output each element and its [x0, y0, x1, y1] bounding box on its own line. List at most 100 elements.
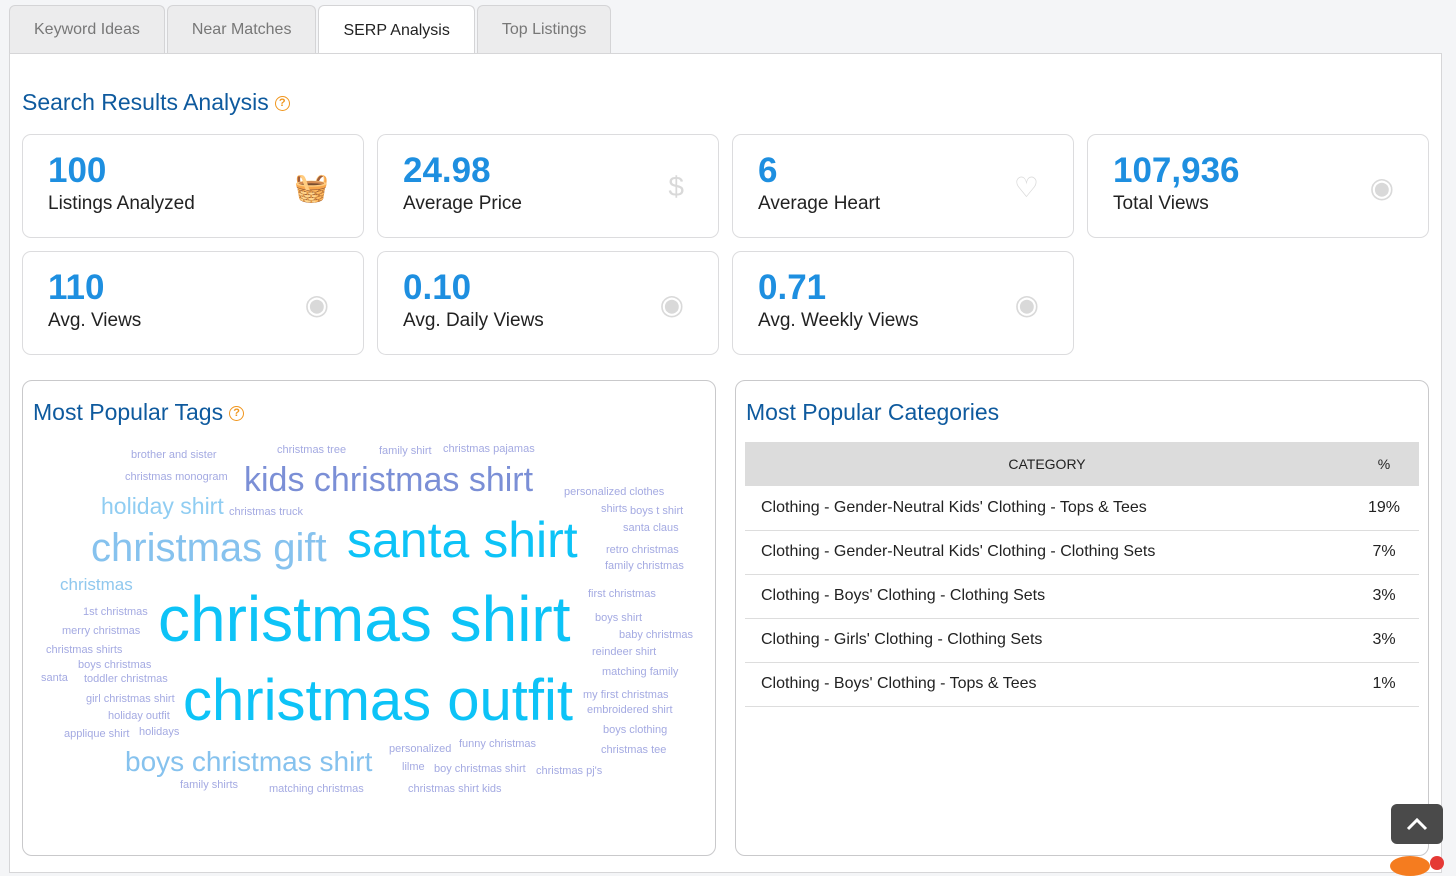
tag-word[interactable]: personalized clothes [564, 486, 665, 499]
tags-title: Most Popular Tags? [33, 399, 245, 426]
tag-word[interactable]: holiday outfit [108, 710, 170, 723]
heart-icon: ♡ [1013, 172, 1039, 203]
table-row: Clothing - Gender-Neutral Kids' Clothing… [745, 530, 1419, 575]
tag-word[interactable]: christmas tee [601, 744, 667, 757]
stat-card: 0.10 Avg. Daily Views ◉ [377, 251, 719, 355]
tab-near-matches[interactable]: Near Matches [166, 5, 317, 54]
table-row: Clothing - Girls' Clothing - Clothing Se… [745, 618, 1419, 663]
tag-word[interactable]: 1st christmas [83, 606, 148, 619]
tag-word[interactable]: brother and sister [131, 449, 217, 462]
tag-word[interactable]: boys clothing [603, 724, 668, 737]
stat-label: Total Views [1113, 193, 1209, 214]
stat-card: 0.71 Avg. Weekly Views ◉ [732, 251, 1074, 355]
stat-label: Listings Analyzed [48, 193, 195, 214]
table-row: Clothing - Boys' Clothing - Clothing Set… [745, 574, 1419, 619]
help-icon[interactable]: ? [229, 406, 245, 422]
eye-icon: ◉ [304, 289, 329, 320]
tag-word[interactable]: reindeer shirt [592, 646, 657, 659]
tag-word[interactable]: boys t shirt [630, 505, 684, 518]
tab-top-listings[interactable]: Top Listings [476, 5, 612, 54]
eye-icon: ◉ [659, 289, 684, 320]
tag-word[interactable]: matching christmas [269, 783, 364, 796]
tag-word[interactable]: girl christmas shirt [86, 693, 175, 706]
category-cell: Clothing - Boys' Clothing - Clothing Set… [745, 574, 1349, 619]
stat-value: 100 [48, 151, 107, 190]
tag-word[interactable]: toddler christmas [84, 673, 168, 686]
stat-value: 107,936 [1113, 151, 1240, 190]
tag-word[interactable]: christmas outfit [183, 668, 573, 734]
eye-icon: ◉ [1369, 172, 1394, 203]
tab-keyword-ideas[interactable]: Keyword Ideas [9, 5, 165, 54]
categories-table: CATEGORY% Clothing - Gender-Neutral Kids… [745, 442, 1419, 707]
stat-label: Avg. Daily Views [403, 310, 544, 331]
category-header[interactable]: CATEGORY [745, 442, 1349, 486]
tag-word[interactable]: first christmas [588, 588, 656, 601]
tag-word[interactable]: christmas tree [277, 444, 347, 457]
category-cell: Clothing - Boys' Clothing - Tops & Tees [745, 662, 1349, 707]
percent-cell: 3% [1349, 574, 1419, 619]
stat-label: Avg. Views [48, 310, 142, 331]
tag-word[interactable]: kids christmas shirt [244, 460, 534, 499]
tag-word[interactable]: christmas [60, 575, 133, 595]
tag-word[interactable]: merry christmas [62, 625, 141, 638]
tag-word[interactable]: baby christmas [619, 629, 693, 642]
stat-value: 0.71 [758, 268, 827, 307]
category-cell: Clothing - Girls' Clothing - Clothing Se… [745, 618, 1349, 663]
title-text: Search Results Analysis [22, 89, 269, 115]
tag-word[interactable]: boys shirt [595, 612, 643, 625]
stat-value: 110 [48, 268, 105, 307]
tag-word[interactable]: boy christmas shirt [434, 763, 526, 776]
percent-cell: 19% [1349, 486, 1419, 531]
tag-word[interactable]: holidays [139, 726, 180, 739]
percent-cell: 3% [1349, 618, 1419, 663]
chevron-up-icon [1406, 817, 1428, 831]
tag-word[interactable]: retro christmas [606, 544, 679, 557]
tag-word[interactable]: christmas shirts [46, 644, 123, 657]
percent-header[interactable]: % [1349, 442, 1419, 486]
tag-word[interactable]: christmas truck [229, 506, 303, 519]
tag-word[interactable]: santa shirt [347, 512, 578, 568]
tags-title-text: Most Popular Tags [33, 399, 224, 425]
table-row: Clothing - Gender-Neutral Kids' Clothing… [745, 486, 1419, 531]
tag-word[interactable]: boys christmas [78, 659, 152, 672]
tag-word[interactable]: shirts [601, 503, 628, 516]
scroll-to-top-button[interactable] [1391, 804, 1443, 844]
help-icon[interactable]: ? [274, 96, 290, 112]
tag-word[interactable]: my first christmas [583, 689, 669, 702]
tag-word[interactable]: christmas shirt [158, 583, 571, 656]
category-cell: Clothing - Gender-Neutral Kids' Clothing… [745, 530, 1349, 575]
tag-word[interactable]: personalized [389, 743, 452, 756]
chat-widget-button[interactable] [1390, 856, 1430, 876]
eye-icon: ◉ [1014, 289, 1039, 320]
tab-bar: Keyword Ideas Near Matches SERP Analysis… [9, 5, 612, 55]
tag-word[interactable]: funny christmas [459, 738, 537, 751]
tag-word[interactable]: holiday shirt [101, 492, 224, 519]
basket-icon: 🧺 [294, 172, 329, 203]
table-row: Clothing - Boys' Clothing - Tops & Tees 1… [745, 662, 1419, 707]
tag-word[interactable]: lilme [402, 761, 425, 774]
tag-word[interactable]: matching family [602, 666, 679, 679]
tag-word[interactable]: applique shirt [64, 728, 130, 741]
stat-card: 110 Avg. Views ◉ [22, 251, 364, 355]
tag-word[interactable]: christmas monogram [125, 471, 228, 484]
stat-card: 100 Listings Analyzed 🧺 [22, 134, 364, 238]
stat-label: Average Heart [758, 193, 881, 214]
tag-word[interactable]: christmas pajamas [443, 443, 535, 456]
stat-card: 107,936 Total Views ◉ [1087, 134, 1429, 238]
tag-word[interactable]: embroidered shirt [587, 704, 673, 717]
tag-word[interactable]: family christmas [605, 560, 684, 573]
notification-badge [1430, 856, 1444, 870]
tag-word[interactable]: christmas gift [91, 526, 327, 571]
tag-word[interactable]: christmas pj's [536, 765, 603, 778]
tag-word[interactable]: boys christmas shirt [125, 745, 373, 777]
stat-label: Average Price [403, 193, 522, 214]
tag-word[interactable]: santa [41, 672, 68, 685]
tag-word[interactable]: family shirt [379, 445, 432, 458]
percent-cell: 7% [1349, 530, 1419, 575]
tag-word[interactable]: christmas shirt kids [408, 783, 502, 796]
tab-serp-analysis[interactable]: SERP Analysis [318, 5, 475, 55]
tag-word[interactable]: santa claus [623, 522, 679, 535]
page-title: Search Results Analysis? [22, 89, 290, 116]
tag-word[interactable]: family shirts [180, 779, 239, 792]
stat-value: 24.98 [403, 151, 491, 190]
